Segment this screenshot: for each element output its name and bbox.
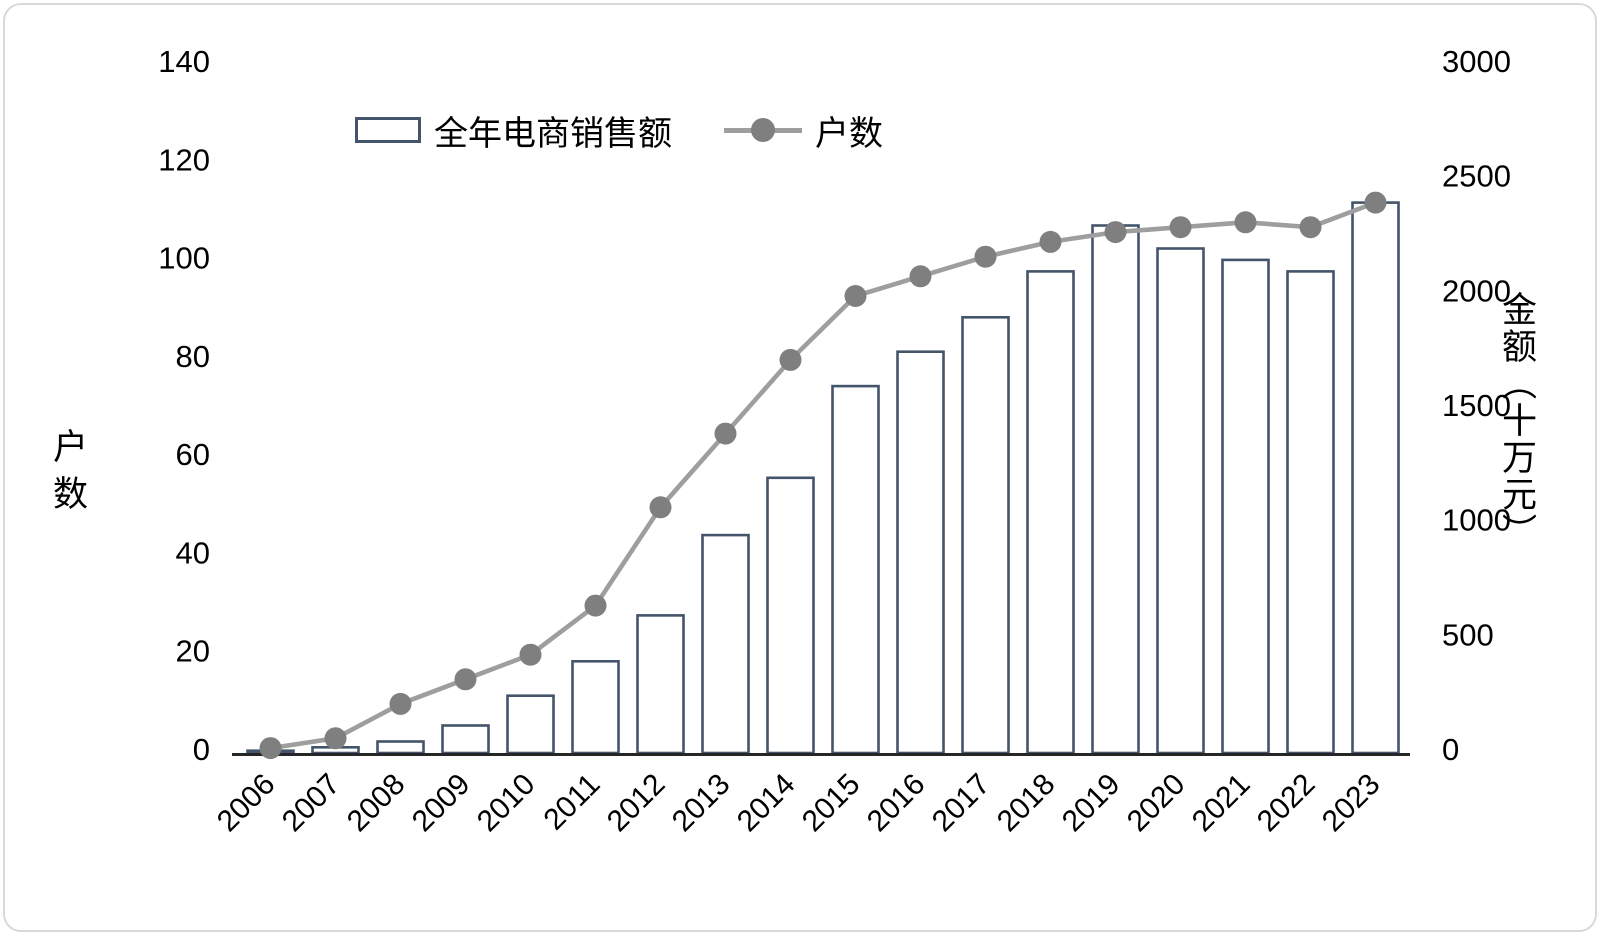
- line-marker: [1105, 221, 1127, 243]
- left-axis-tick-label: 120: [158, 142, 210, 177]
- line-marker: [1040, 231, 1062, 253]
- left-axis-tick-label: 20: [176, 634, 210, 669]
- bar: [898, 352, 944, 753]
- x-axis-tick-label: 2006: [211, 768, 282, 839]
- bar: [1353, 203, 1399, 753]
- bar: [963, 317, 1009, 753]
- x-axis-tick-label: 2020: [1121, 768, 1192, 839]
- line-marker: [1300, 216, 1322, 238]
- x-axis-tick-label: 2008: [341, 768, 412, 839]
- line-marker-icon: [751, 118, 775, 142]
- x-axis-tick-label: 2007: [276, 768, 347, 839]
- bar: [378, 742, 424, 754]
- line-marker: [325, 727, 347, 749]
- x-axis-tick-label: 2011: [537, 768, 606, 837]
- x-axis-tick-label: 2015: [796, 768, 867, 839]
- left-axis-tick-label: 60: [176, 437, 210, 472]
- line-marker: [1170, 216, 1192, 238]
- bar: [768, 478, 814, 753]
- bar: [443, 726, 489, 754]
- line-marker: [650, 496, 672, 518]
- x-axis-tick-label: 2021: [1186, 768, 1257, 839]
- x-axis-tick-label: 2018: [991, 768, 1062, 839]
- x-axis-tick-label: 2016: [861, 768, 932, 839]
- left-axis-tick-label: 0: [193, 732, 210, 767]
- line-series: [271, 203, 1376, 749]
- line-marker: [260, 737, 282, 759]
- chart-legend: 全年电商销售额 户数: [355, 107, 883, 153]
- right-axis-tick-label: 0: [1442, 732, 1459, 767]
- bar: [703, 535, 749, 753]
- bar: [1093, 226, 1139, 754]
- bar: [508, 696, 554, 753]
- x-axis-tick-label: 2023: [1316, 768, 1387, 839]
- x-axis-tick-label: 2022: [1251, 768, 1322, 839]
- bar: [833, 386, 879, 753]
- line-marker: [780, 349, 802, 371]
- line-marker: [1365, 192, 1387, 214]
- right-axis-tick-label: 3000: [1442, 44, 1511, 79]
- right-axis-tick-label: 500: [1442, 617, 1494, 652]
- line-series-swatch: [724, 128, 802, 133]
- bar: [1158, 249, 1204, 754]
- line-marker: [910, 265, 932, 287]
- left-axis-tick-label: 40: [176, 535, 210, 570]
- bar-series-swatch: [355, 117, 421, 143]
- x-axis-tick-label: 2019: [1056, 768, 1127, 839]
- line-marker: [585, 595, 607, 617]
- bar: [573, 661, 619, 753]
- line-marker: [845, 285, 867, 307]
- line-marker: [520, 644, 542, 666]
- left-axis-tick-label: 100: [158, 241, 210, 276]
- legend-label-sales: 全年电商销售额: [434, 106, 672, 155]
- bar: [1223, 260, 1269, 753]
- x-axis-tick-label: 2014: [731, 768, 802, 839]
- right-axis-tick-label: 2500: [1442, 159, 1511, 194]
- bar: [1288, 271, 1334, 753]
- left-axis-title: 户数: [50, 428, 85, 522]
- legend-label-households: 户数: [815, 106, 883, 155]
- line-marker: [455, 668, 477, 690]
- left-axis-tick-label: 140: [158, 44, 210, 79]
- bar: [1028, 271, 1074, 753]
- line-marker: [975, 246, 997, 268]
- line-marker: [1235, 211, 1257, 233]
- x-axis-tick-label: 2013: [666, 768, 737, 839]
- right-axis-title: 金额（十万元）: [1499, 291, 1534, 550]
- line-marker: [390, 693, 412, 715]
- left-axis-tick-label: 80: [176, 339, 210, 374]
- bar: [638, 615, 684, 753]
- x-axis-tick-label: 2010: [471, 768, 542, 839]
- line-marker: [715, 423, 737, 445]
- x-axis-tick-label: 2017: [926, 768, 997, 839]
- x-axis-tick-label: 2012: [601, 768, 672, 839]
- x-axis-tick-label: 2009: [406, 768, 477, 839]
